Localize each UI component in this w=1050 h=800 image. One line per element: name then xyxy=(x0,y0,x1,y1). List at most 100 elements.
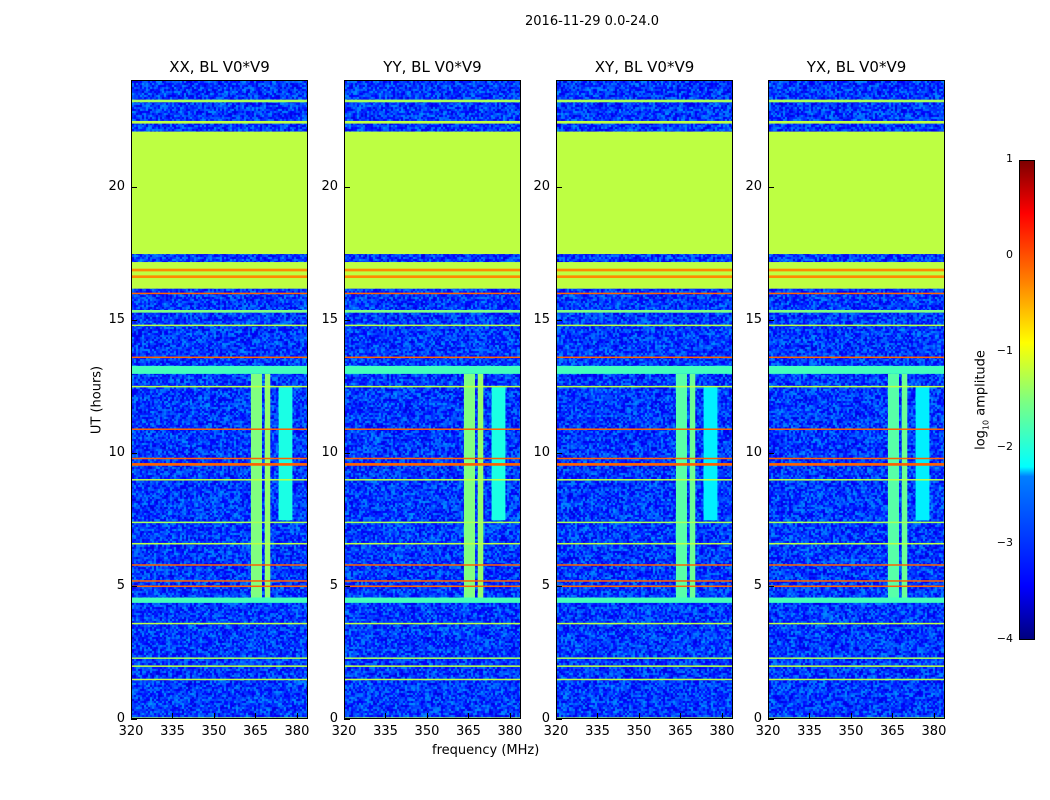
heatmap-panel xyxy=(344,80,521,719)
colorbar xyxy=(1019,160,1035,640)
horizontal-band xyxy=(345,366,521,374)
y-tick xyxy=(768,453,774,454)
y-tick xyxy=(131,586,137,587)
y-tick xyxy=(131,320,137,321)
x-tick-label: 365 xyxy=(880,724,905,739)
horizontal-band xyxy=(132,428,308,430)
y-tick-label: 5 xyxy=(330,578,338,593)
horizontal-band xyxy=(769,665,945,667)
rfi-block xyxy=(279,387,293,520)
horizontal-band xyxy=(132,458,308,460)
horizontal-band xyxy=(132,293,308,295)
horizontal-band xyxy=(769,293,945,295)
horizontal-band xyxy=(769,121,945,124)
horizontal-band xyxy=(132,580,308,582)
x-tick xyxy=(297,713,298,719)
horizontal-band xyxy=(345,580,521,582)
rfi-block xyxy=(690,374,696,600)
y-tick-label: 20 xyxy=(533,179,550,194)
colorbar-tick-label: 1 xyxy=(1006,152,1013,165)
rfi-block xyxy=(902,374,908,600)
horizontal-band xyxy=(557,262,733,289)
horizontal-band xyxy=(345,598,521,603)
horizontal-band xyxy=(345,479,521,481)
panel-title: YY, BL V0*V9 xyxy=(383,58,481,76)
y-tick-label: 15 xyxy=(745,312,762,327)
panel-title: XY, BL V0*V9 xyxy=(595,58,695,76)
horizontal-band xyxy=(345,717,521,719)
y-tick xyxy=(344,586,350,587)
x-tick-label: 350 xyxy=(202,724,227,739)
x-tick-label: 350 xyxy=(839,724,864,739)
horizontal-band xyxy=(132,717,308,719)
horizontal-band xyxy=(557,293,733,295)
horizontal-band xyxy=(345,357,521,359)
x-tick-label: 335 xyxy=(160,724,185,739)
horizontal-band xyxy=(132,665,308,667)
horizontal-band xyxy=(769,366,945,374)
rfi-block xyxy=(251,374,262,600)
rfi-block xyxy=(916,387,930,520)
horizontal-band xyxy=(769,357,945,359)
horizontal-band xyxy=(345,623,521,625)
rfi-block xyxy=(704,387,718,520)
x-tick-label: 335 xyxy=(797,724,822,739)
horizontal-band xyxy=(557,543,733,545)
x-tick-label: 320 xyxy=(119,724,144,739)
horizontal-band xyxy=(345,100,521,103)
horizontal-band xyxy=(769,580,945,582)
x-tick xyxy=(639,713,640,719)
horizontal-band xyxy=(345,275,521,278)
horizontal-band xyxy=(769,386,945,388)
horizontal-band xyxy=(557,269,733,272)
horizontal-band xyxy=(769,623,945,625)
horizontal-band xyxy=(345,262,521,289)
horizontal-band xyxy=(769,522,945,524)
horizontal-band xyxy=(557,275,733,278)
y-tick-label: 20 xyxy=(108,179,125,194)
horizontal-band xyxy=(132,564,308,566)
y-tick-label: 10 xyxy=(108,445,125,460)
horizontal-band xyxy=(557,463,733,466)
y-tick xyxy=(768,187,774,188)
horizontal-band xyxy=(557,366,733,374)
colorbar-tick-label: 0 xyxy=(1006,248,1013,261)
x-tick-label: 335 xyxy=(585,724,610,739)
colorbar-tick-label: −1 xyxy=(997,344,1013,357)
horizontal-band xyxy=(345,665,521,667)
x-tick-label: 350 xyxy=(627,724,652,739)
horizontal-band xyxy=(345,657,521,659)
x-tick-label: 365 xyxy=(668,724,693,739)
horizontal-band xyxy=(557,679,733,681)
horizontal-band xyxy=(769,325,945,327)
y-tick xyxy=(131,453,137,454)
x-tick xyxy=(722,713,723,719)
colorbar-tick-label: −4 xyxy=(997,632,1013,645)
y-tick-label: 5 xyxy=(117,578,125,593)
horizontal-band xyxy=(132,586,308,588)
horizontal-band xyxy=(345,310,521,313)
horizontal-band xyxy=(132,262,308,289)
horizontal-band xyxy=(345,564,521,566)
horizontal-band xyxy=(769,428,945,430)
y-tick xyxy=(556,320,562,321)
horizontal-band xyxy=(769,100,945,103)
horizontal-band xyxy=(557,598,733,603)
horizontal-band xyxy=(557,357,733,359)
x-tick xyxy=(214,713,215,719)
horizontal-band xyxy=(132,325,308,327)
x-tick-label: 365 xyxy=(243,724,268,739)
x-axis-label: frequency (MHz) xyxy=(432,743,539,758)
horizontal-band xyxy=(345,586,521,588)
horizontal-band xyxy=(132,132,308,254)
heatmap-panel xyxy=(768,80,945,719)
horizontal-band xyxy=(557,586,733,588)
y-tick xyxy=(556,586,562,587)
y-tick xyxy=(344,187,350,188)
heatmap-panel xyxy=(556,80,733,719)
horizontal-band xyxy=(557,717,733,719)
horizontal-band xyxy=(345,269,521,272)
x-tick-label: 365 xyxy=(456,724,481,739)
horizontal-band xyxy=(132,357,308,359)
colorbar-tick-label: −3 xyxy=(997,536,1013,549)
